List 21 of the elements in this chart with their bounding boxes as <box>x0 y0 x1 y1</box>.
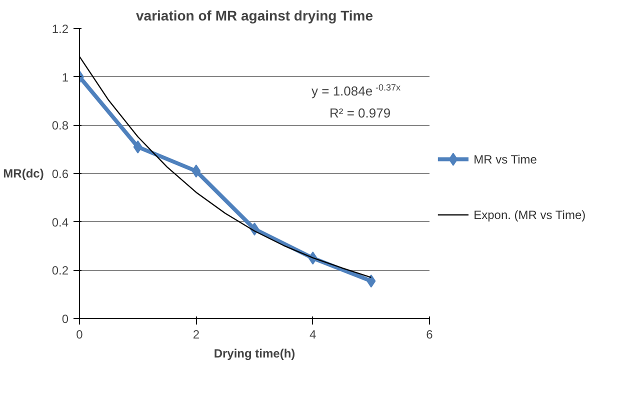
point <box>133 140 142 154</box>
chart-title: variation of MR against drying Time <box>136 8 374 24</box>
y-tick-label: 1 <box>62 70 69 84</box>
x-tick-label: 4 <box>309 328 316 342</box>
y-tick-label: 0.4 <box>52 215 69 230</box>
x-axis-title: Drying time(h) <box>214 346 296 360</box>
y-tick-label: 0.6 <box>52 167 69 181</box>
legend-label: Expon. (MR vs Time) <box>474 208 586 222</box>
annotation: y = 1.084e-0.37x <box>312 82 402 98</box>
x-tick-label: 2 <box>192 328 200 342</box>
x-tick-label: 6 <box>426 328 434 342</box>
point <box>192 164 201 178</box>
y-tick-label: 0 <box>62 312 69 326</box>
y-axis-title: MR(dc) <box>3 166 44 180</box>
y-tick-label: 0.8 <box>52 118 69 133</box>
x-tick-label: 0 <box>76 328 84 342</box>
point <box>366 274 376 288</box>
annotation: R² = 0.979 <box>330 106 391 120</box>
y-tick-label: 0.2 <box>52 264 69 278</box>
legend-label: MR vs Time <box>474 152 538 166</box>
y-tick-label: 1.2 <box>52 22 69 36</box>
